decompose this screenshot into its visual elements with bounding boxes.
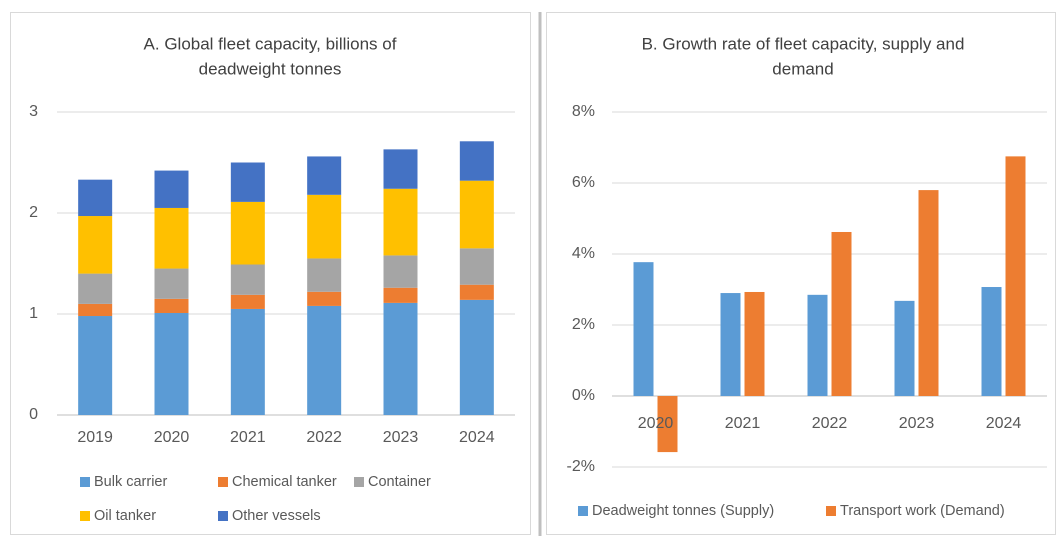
y-tick-label: 6%	[572, 174, 595, 191]
x-tick-label: 2022	[812, 415, 848, 432]
legend-swatch	[578, 506, 588, 516]
legend-swatch	[354, 477, 364, 487]
panel-b	[546, 12, 1056, 535]
bar-segment	[78, 273, 113, 304]
bar-segment	[459, 180, 494, 249]
bar-segment	[78, 179, 113, 217]
bar-segment	[154, 312, 189, 415]
bar-segment	[307, 291, 342, 306]
bar	[633, 262, 654, 396]
bar-segment	[459, 141, 494, 181]
legend-label: Chemical tanker	[232, 474, 337, 490]
legend-label: Deadweight tonnes (Supply)	[592, 503, 774, 519]
bar-segment	[459, 299, 494, 415]
bar-segment	[459, 248, 494, 285]
chart-title: deadweight tonnes	[199, 59, 342, 78]
bar-segment	[230, 294, 265, 309]
chart-title: B. Growth rate of fleet capacity, supply…	[642, 34, 965, 53]
bar-segment	[307, 156, 342, 195]
bar	[981, 287, 1002, 396]
bar	[744, 291, 765, 396]
bar-segment	[307, 258, 342, 292]
y-tick-label: 0	[29, 406, 38, 423]
x-tick-label: 2021	[725, 415, 761, 432]
y-tick-label: 2	[29, 204, 38, 221]
legend-swatch	[80, 477, 90, 487]
bar-segment	[459, 284, 494, 300]
chart-title: A. Global fleet capacity, billions of	[144, 34, 397, 53]
bar-segment	[154, 170, 189, 208]
bar-segment	[383, 149, 418, 189]
bar-segment	[383, 188, 418, 256]
bar	[918, 190, 939, 396]
x-tick-label: 2022	[306, 429, 342, 446]
x-tick-label: 2021	[230, 429, 266, 446]
legend-label: Bulk carrier	[94, 474, 167, 490]
bar-segment	[230, 264, 265, 295]
y-tick-label: 2%	[572, 316, 595, 333]
bar-segment	[78, 303, 113, 317]
y-tick-label: 0%	[572, 387, 595, 404]
y-tick-label: -2%	[567, 458, 595, 475]
legend-label: Other vessels	[232, 508, 321, 524]
bar-segment	[307, 194, 342, 259]
bar-segment	[78, 316, 113, 415]
bar-segment	[154, 298, 189, 313]
bar-segment	[383, 287, 418, 303]
x-tick-label: 2020	[638, 415, 674, 432]
legend-label: Container	[368, 474, 431, 490]
bar-segment	[78, 216, 113, 274]
bar	[831, 231, 852, 396]
x-tick-label: 2023	[383, 429, 419, 446]
y-tick-label: 4%	[572, 245, 595, 262]
y-tick-label: 8%	[572, 103, 595, 120]
bar-segment	[383, 255, 418, 288]
legend-swatch	[218, 477, 228, 487]
legend-label: Transport work (Demand)	[840, 503, 1005, 519]
bar-segment	[154, 268, 189, 299]
y-tick-label: 3	[29, 103, 38, 120]
bar	[720, 293, 741, 396]
bar	[1005, 156, 1026, 396]
bar-segment	[154, 207, 189, 269]
bar	[894, 300, 915, 396]
legend-swatch	[80, 511, 90, 521]
bar	[807, 294, 828, 396]
bar-segment	[383, 302, 418, 415]
x-tick-label: 2024	[459, 429, 495, 446]
chart-title: demand	[772, 59, 833, 78]
x-tick-label: 2020	[154, 429, 190, 446]
bar-segment	[307, 305, 342, 415]
bar-segment	[230, 308, 265, 415]
legend-swatch	[826, 506, 836, 516]
bar-segment	[230, 201, 265, 265]
legend-swatch	[218, 511, 228, 521]
x-tick-label: 2024	[986, 415, 1022, 432]
bar-segment	[230, 162, 265, 202]
x-tick-label: 2023	[899, 415, 935, 432]
y-tick-label: 1	[29, 305, 38, 322]
x-tick-label: 2019	[77, 429, 113, 446]
bar	[657, 396, 678, 453]
legend-label: Oil tanker	[94, 508, 156, 524]
